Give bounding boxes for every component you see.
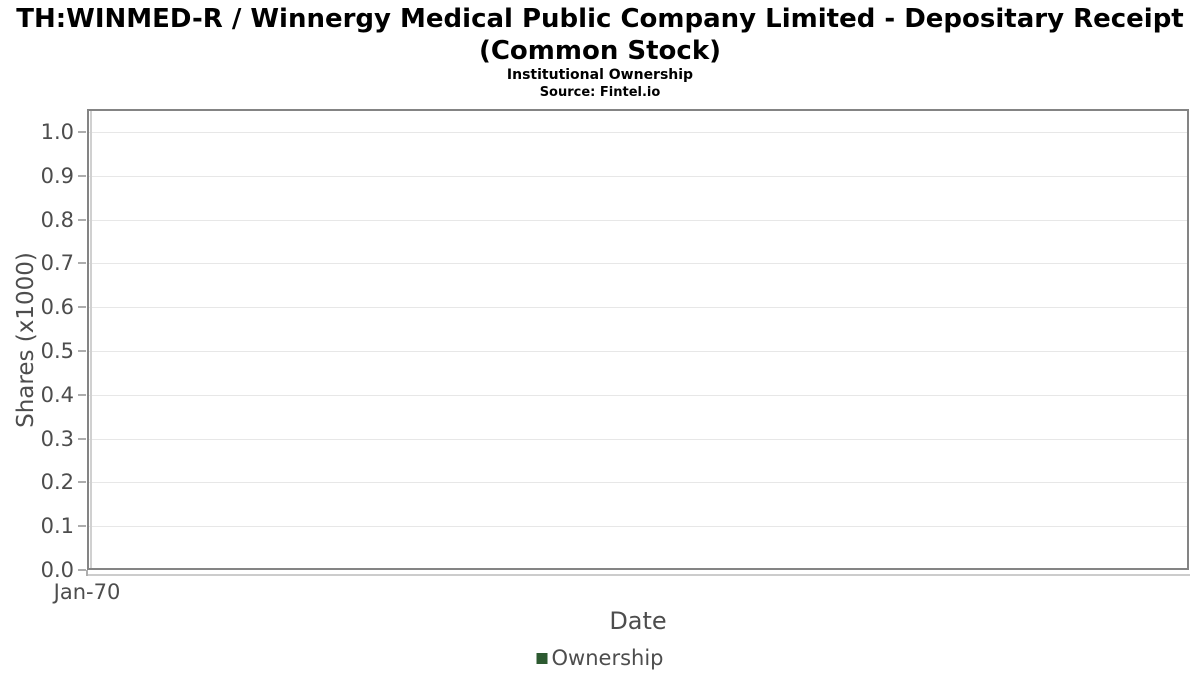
y-axis-line [90, 111, 92, 568]
y-tick-label-0.0: 0.0 [40, 558, 74, 582]
x-axis-tick-label: Jan-70 [53, 580, 121, 604]
gridline-y-0.6 [89, 307, 1187, 309]
y-tick-label-1.0: 1.0 [40, 120, 74, 144]
y-tick-mark-0.2 [78, 481, 86, 484]
legend-label: Ownership [551, 646, 664, 670]
gridline-y-0.3 [89, 438, 1187, 440]
legend-swatch-icon [536, 652, 548, 664]
y-tick-mark-0.4 [78, 393, 86, 396]
y-tick-mark-0.9 [78, 174, 86, 177]
x-axis-tick-mark [86, 570, 88, 576]
y-tick-mark-0.8 [78, 218, 86, 221]
gridline-y-0.4 [89, 394, 1187, 396]
y-tick-mark-0.3 [78, 437, 86, 440]
y-tick-mark-0.6 [78, 306, 86, 309]
chart-title: TH:WINMED-R / Winnergy Medical Public Co… [0, 3, 1200, 67]
gridline-y-0.5 [89, 351, 1187, 352]
y-tick-mark-0.7 [78, 262, 86, 265]
y-tick-label-0.4: 0.4 [40, 382, 74, 407]
y-tick-label-0.5: 0.5 [40, 339, 74, 363]
y-tick-mark-0.1 [78, 525, 86, 528]
y-tick-label-0.7: 0.7 [40, 251, 74, 276]
y-tick-label-0.9: 0.9 [40, 163, 74, 188]
gridline-y-0.1 [89, 526, 1187, 528]
x-axis-title: Date [609, 607, 667, 635]
x-axis-line [87, 574, 1190, 576]
y-tick-label-0.3: 0.3 [40, 426, 74, 451]
chart-source-credit: Source: Fintel.io [539, 85, 661, 100]
gridline-y-0.7 [89, 263, 1187, 265]
y-tick-label-0.1: 0.1 [40, 514, 74, 539]
y-axis-title: Shares (x1000) [13, 252, 39, 428]
plot-area [87, 109, 1189, 570]
gridline-y-1.0 [89, 132, 1187, 133]
gridline-y-0.2 [89, 482, 1187, 484]
y-tick-label-0.6: 0.6 [40, 295, 74, 320]
y-tick-mark-1.0 [78, 131, 86, 133]
y-tick-label-0.2: 0.2 [40, 470, 74, 495]
gridline-y-0.8 [89, 219, 1187, 221]
chart-title-line-2: (Common Stock) [478, 36, 722, 66]
legend-item-ownership[interactable]: Ownership [536, 646, 664, 670]
y-tick-label-0.8: 0.8 [40, 207, 74, 232]
gridline-y-0.9 [89, 175, 1187, 177]
chart-subtitle: Institutional Ownership [506, 67, 694, 83]
chart-title-line-1: TH:WINMED-R / Winnergy Medical Public Co… [16, 4, 1184, 34]
y-tick-mark-0.0 [78, 569, 86, 571]
y-tick-mark-0.5 [78, 350, 86, 352]
